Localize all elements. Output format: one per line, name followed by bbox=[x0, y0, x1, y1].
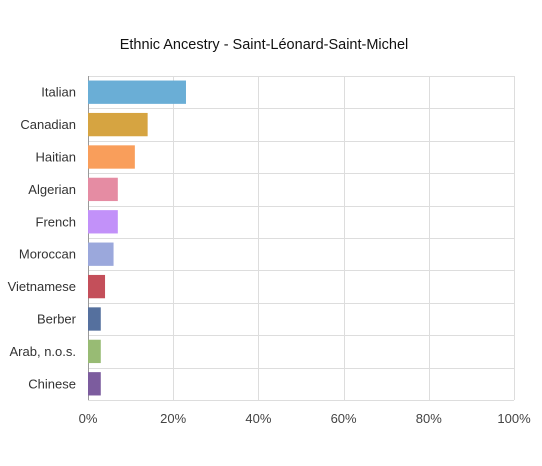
category-label: Canadian bbox=[20, 117, 76, 132]
bar[interactable] bbox=[88, 339, 101, 364]
category-label: Arab, n.o.s. bbox=[10, 344, 76, 359]
x-tick-label: 0% bbox=[79, 411, 98, 426]
category-label: Haitian bbox=[36, 150, 76, 165]
x-tick-labels: 0% 20% 40% 60% 80% 100% bbox=[79, 411, 531, 426]
bar[interactable] bbox=[88, 80, 186, 104]
bars bbox=[88, 80, 186, 396]
category-label: French bbox=[36, 214, 76, 229]
bar[interactable] bbox=[88, 372, 101, 396]
category-label: Berber bbox=[37, 312, 77, 327]
x-tick-label: 60% bbox=[331, 411, 357, 426]
chart-title: Ethnic Ancestry - Saint-Léonard-Saint-Mi… bbox=[120, 37, 409, 53]
bar[interactable] bbox=[88, 145, 135, 169]
bar[interactable] bbox=[88, 274, 106, 299]
bar[interactable] bbox=[88, 210, 118, 234]
x-tick-label: 40% bbox=[245, 411, 271, 426]
category-label: Vietnamese bbox=[8, 279, 76, 294]
bar[interactable] bbox=[88, 242, 114, 266]
category-label: Moroccan bbox=[19, 247, 76, 262]
x-tick-label: 80% bbox=[416, 411, 442, 426]
bar[interactable] bbox=[88, 307, 101, 331]
category-label: Italian bbox=[41, 85, 76, 100]
bar[interactable] bbox=[88, 112, 148, 137]
gridlines bbox=[88, 76, 515, 401]
category-labels: Italian Canadian Haitian Algerian French Moro… bbox=[8, 85, 77, 392]
category-label: Chinese bbox=[28, 376, 76, 391]
x-tick-label: 20% bbox=[160, 411, 186, 426]
x-tick-label: 100% bbox=[497, 411, 531, 426]
category-label: Algerian bbox=[28, 182, 76, 197]
bar[interactable] bbox=[88, 177, 118, 202]
